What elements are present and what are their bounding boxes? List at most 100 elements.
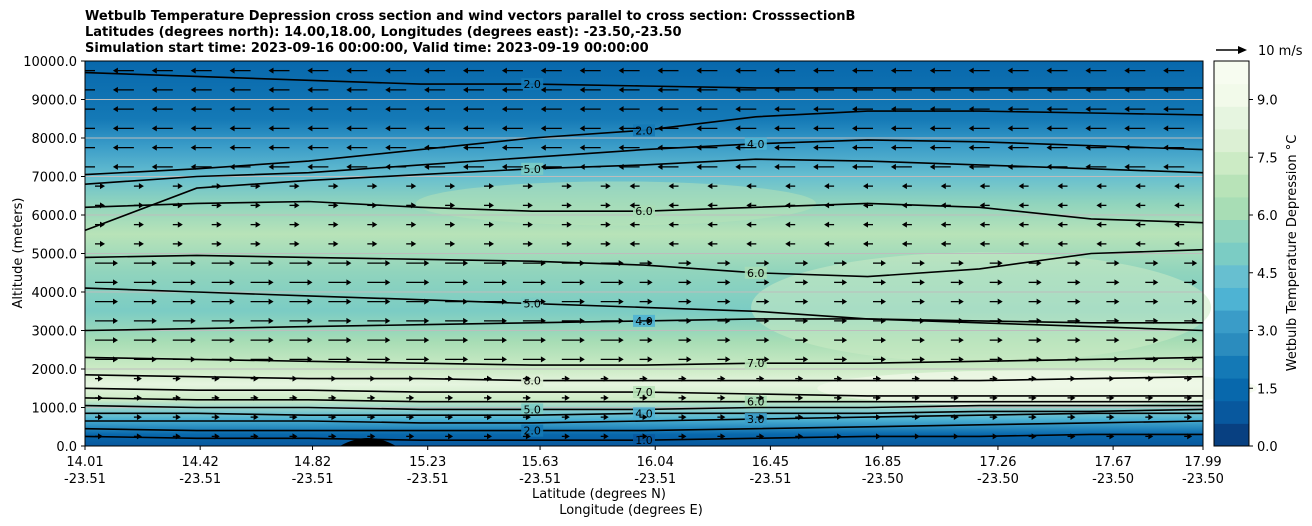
wind-vector-head <box>1174 202 1180 209</box>
wind-vector-head <box>229 67 235 74</box>
wind-vector-head <box>813 144 819 151</box>
wind-vector-head <box>151 298 157 305</box>
contour-label-bg <box>521 162 544 175</box>
wind-vector-head <box>1007 163 1013 170</box>
wind-vector-head <box>175 433 181 440</box>
wind-vector-head <box>618 356 624 363</box>
wind-vector-head <box>746 240 752 247</box>
wind-vector-head <box>307 298 313 305</box>
wind-vector-head <box>707 240 713 247</box>
wind-vector-head <box>1085 106 1091 113</box>
wind-vector-head <box>331 394 337 401</box>
x-tick-label-lat: 16.45 <box>752 455 789 470</box>
wind-vector-head <box>138 240 144 247</box>
wind-vector-head <box>605 183 611 190</box>
wind-vector-head <box>190 67 196 74</box>
wind-vector-head <box>372 183 378 190</box>
wind-vector-head <box>331 433 337 440</box>
wind-vector-head <box>1046 86 1052 93</box>
wind-vector-head <box>333 240 339 247</box>
wind-vector-head <box>292 394 298 401</box>
wind-vector-head <box>112 125 118 132</box>
contour-label: 7.0 <box>747 357 765 370</box>
wind-vector-head <box>372 202 378 209</box>
wind-vector-head <box>501 67 507 74</box>
wind-vector-head <box>175 394 181 401</box>
wind-vector-head <box>372 221 378 228</box>
wind-vector-head <box>136 394 142 401</box>
wind-vector-head <box>774 86 780 93</box>
contour-label-bg <box>744 137 767 150</box>
wind-vector-head <box>798 433 804 440</box>
wind-vector-head <box>346 317 352 324</box>
wind-vector-head <box>1135 183 1141 190</box>
wind-vector-head <box>424 260 430 267</box>
wind-vector-head <box>579 260 585 267</box>
wind-vector-head <box>1031 375 1037 382</box>
wind-vector-head <box>579 144 585 151</box>
wind-key-arrowhead-icon <box>1238 46 1247 54</box>
contour-label: 5.0 <box>523 403 541 416</box>
wind-vector-head <box>527 240 533 247</box>
wind-vector-head <box>112 163 118 170</box>
wind-vector-head <box>294 202 300 209</box>
wind-vector-head <box>579 317 585 324</box>
wind-vector-head <box>346 125 352 132</box>
wind-vector-head <box>307 67 313 74</box>
wind-vector-head <box>1096 183 1102 190</box>
wind-vector-head <box>1163 67 1169 74</box>
wind-vector-head <box>450 202 456 209</box>
wind-vector-head <box>229 163 235 170</box>
wind-vector-head <box>424 86 430 93</box>
wind-vector-head <box>629 221 635 228</box>
wind-vector-head <box>881 317 886 324</box>
wind-vector-head <box>424 106 430 113</box>
wind-vector-head <box>1114 279 1120 286</box>
wind-key-label: 10 m/s <box>1258 44 1303 59</box>
x-tick-label-lon: -23.50 <box>977 472 1019 487</box>
wind-vector-head <box>876 433 881 440</box>
wind-vector-head <box>385 67 391 74</box>
contour-label-bg <box>744 357 767 370</box>
wind-vector-head <box>881 260 886 267</box>
wind-vector-head <box>1036 337 1042 344</box>
contour-label: 1.0 <box>635 434 653 447</box>
wind-vector-head <box>463 144 468 151</box>
contour-label: 2.0 <box>523 78 541 91</box>
wind-vector-head <box>346 298 352 305</box>
wind-vector-head <box>190 163 196 170</box>
wind-vector-head <box>1148 394 1154 401</box>
wind-vector-head <box>603 394 609 401</box>
wind-vector-head <box>735 163 741 170</box>
contour-label: 6.0 <box>635 205 653 218</box>
wind-vector-head <box>919 298 925 305</box>
wind-vector-head <box>307 356 313 363</box>
wind-vector-head <box>566 221 572 228</box>
wind-vector-head <box>842 317 848 324</box>
chart-title-line-1: Wetbulb Temperature Depression cross sec… <box>85 9 856 24</box>
wind-vector-head <box>151 337 157 344</box>
colorbar-segment <box>1214 151 1249 175</box>
wind-vector-head <box>914 375 920 382</box>
wind-vector-head <box>629 240 635 247</box>
wind-vector-head <box>100 221 105 228</box>
wind-vector-head <box>1187 394 1193 401</box>
y-tick-label: 5000.0 <box>32 248 78 263</box>
wind-vector-head <box>958 337 964 344</box>
wind-vector-head <box>540 337 546 344</box>
wind-vector-head <box>151 67 157 74</box>
wind-vector-head <box>1135 240 1141 247</box>
wind-vector-head <box>229 125 235 132</box>
y-tick-label: 4000.0 <box>32 286 78 301</box>
wind-vector-head <box>268 279 274 286</box>
wind-vector-head <box>725 279 731 286</box>
wind-vector-head <box>1018 183 1024 190</box>
wind-vector-head <box>333 202 339 209</box>
wind-vector-head <box>1174 240 1180 247</box>
wind-vector-head <box>448 433 454 440</box>
wind-vector-head <box>450 183 456 190</box>
y-tick-label: 3000.0 <box>32 325 78 340</box>
wind-vector-head <box>100 202 105 209</box>
terrain-bump <box>340 438 396 446</box>
colorbar: 0.0 1.5 3.0 4.5 6.0 7.5 9.0 <box>1213 60 1278 455</box>
